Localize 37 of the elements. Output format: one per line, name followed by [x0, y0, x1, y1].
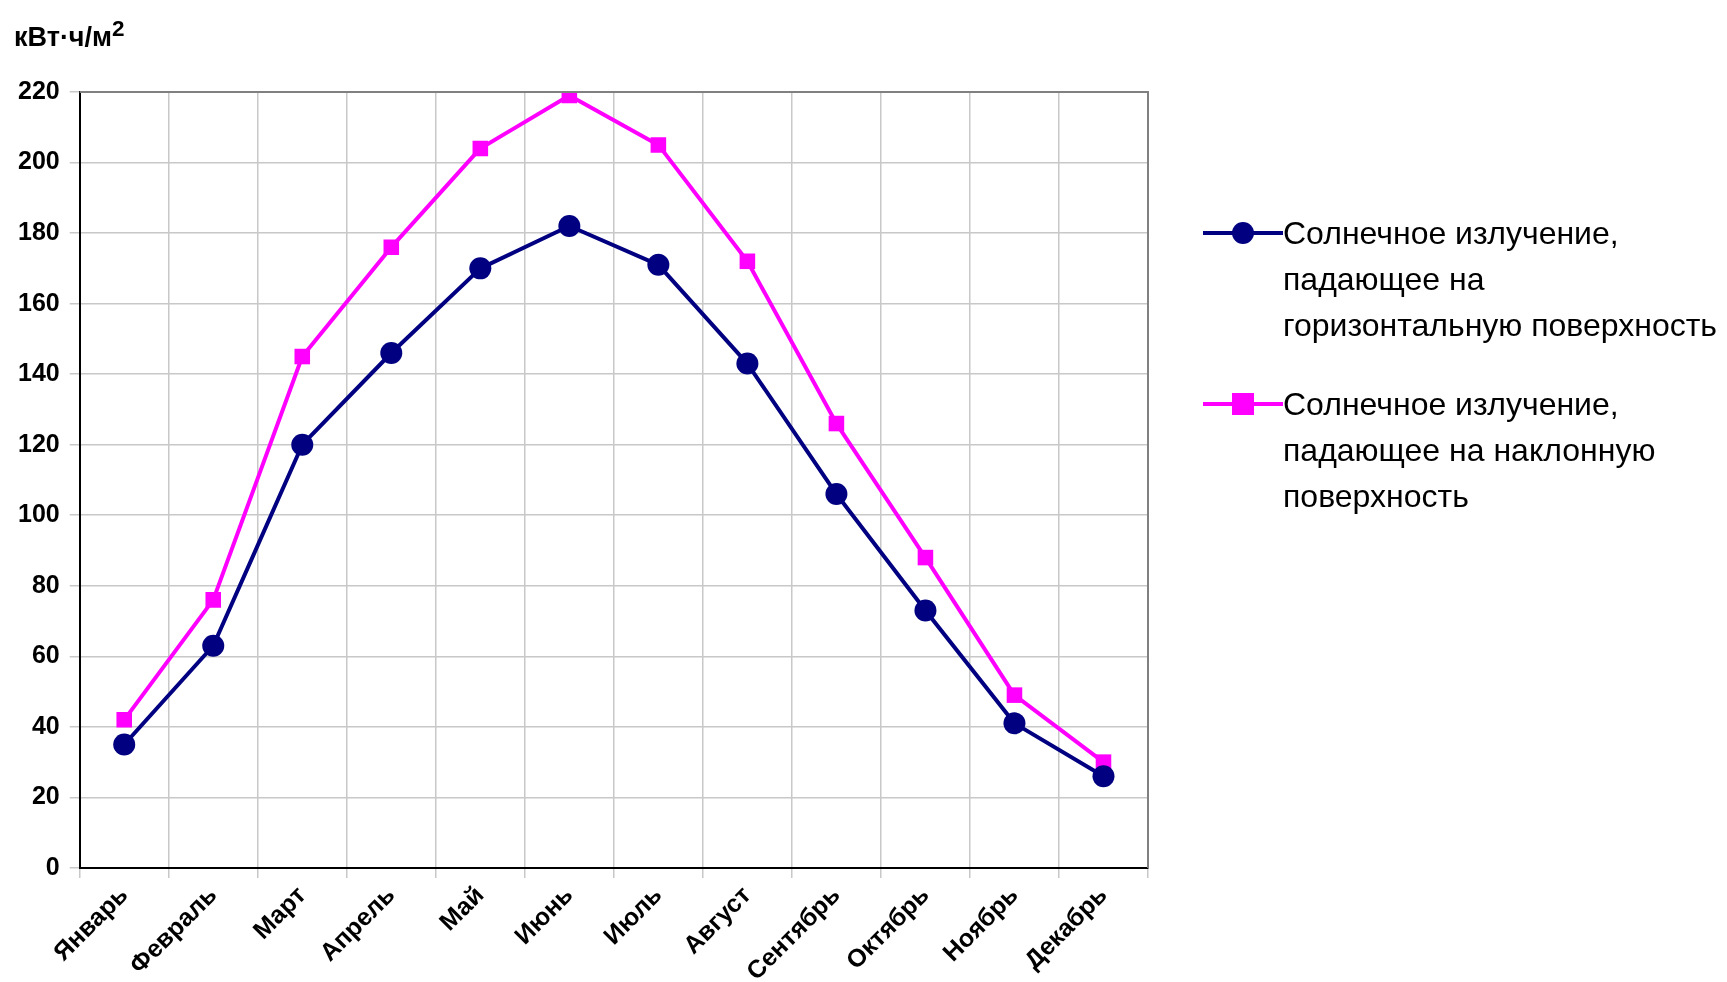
y-tick-label: 0 [45, 851, 60, 880]
point [1006, 687, 1023, 703]
point [650, 137, 667, 153]
point [828, 415, 845, 432]
legend-label: Солнечное излучение, падающее на горизонтальную поверхность [1283, 214, 1718, 345]
y-tick-label: 80 [31, 569, 60, 598]
legend-label: Солнечное излучение, падающее на наклонную поверхность [1283, 385, 1657, 516]
point [380, 342, 403, 364]
point [1092, 765, 1115, 788]
point [917, 549, 934, 566]
point [472, 140, 489, 157]
point [116, 712, 132, 728]
y-tick-label: 120 [17, 428, 60, 457]
point [202, 634, 225, 657]
point [825, 483, 848, 506]
y-tick-label: 40 [31, 710, 60, 739]
point [469, 257, 492, 280]
y-tick-label: 180 [17, 216, 60, 245]
y-tick-label: 160 [17, 287, 60, 316]
point [736, 352, 759, 375]
point [205, 592, 222, 608]
point [291, 433, 314, 456]
y-tick-label: 20 [31, 781, 60, 810]
point [558, 215, 581, 238]
y-tick-label: 100 [17, 499, 60, 528]
point [1003, 712, 1026, 735]
y-axis-title: кВт·ч/м$^{2}$ [14, 16, 125, 53]
point [294, 348, 311, 365]
y-tick-label: 220 [17, 75, 60, 104]
y-tick-label: 200 [17, 146, 60, 175]
y-tick-label: 140 [17, 358, 60, 387]
y-tick-label: 60 [31, 640, 60, 669]
point [647, 253, 670, 276]
point [113, 733, 136, 756]
point [739, 253, 756, 270]
point [383, 239, 400, 255]
point [914, 599, 937, 622]
